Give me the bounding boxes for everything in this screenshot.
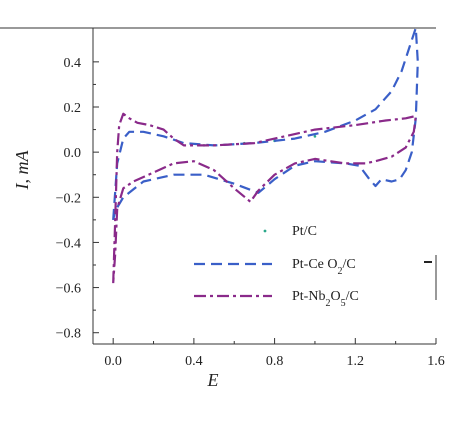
x-tick-label: 1.6 <box>427 354 445 369</box>
y-tick-label: 0.0 <box>64 146 82 161</box>
y-tick-label: −0.8 <box>56 327 81 342</box>
x-tick-label: 0.8 <box>266 354 284 369</box>
x-axis-title: E <box>207 370 219 390</box>
y-axis-title: I, mA <box>12 150 32 191</box>
y-tick-label: −0.6 <box>56 282 81 297</box>
y-tick-label: −0.2 <box>56 191 81 206</box>
series-line-pt-nb2o5-c <box>112 112 417 284</box>
x-tick-label: 0.0 <box>104 354 122 369</box>
axis-ticks-layer <box>0 27 437 345</box>
y-tick-label: −0.4 <box>56 236 81 251</box>
legend: Pt/C Pt-Ce O2/C Pt-Nb2O5/C <box>194 224 432 309</box>
x-tick-label: 1.2 <box>347 354 365 369</box>
y-tick-label: 0.4 <box>64 56 82 71</box>
y-tick-label: 0.2 <box>64 101 82 116</box>
legend-label: Pt-Nb2O5/C <box>292 289 359 309</box>
x-tick-label: 0.4 <box>185 354 203 369</box>
series-point-pt-c <box>313 135 317 138</box>
series-line-pt-ceo2-c <box>112 26 419 221</box>
legend-label: Pt/C <box>292 224 317 239</box>
tick-labels: 0.0 0.4 0.8 1.2 1.6 −0.8 −0.6 −0.4 −0.2 0.0 0.2 0.4 <box>56 56 445 369</box>
legend-label: Pt-Ce O2/C <box>292 257 356 277</box>
series-layer <box>112 26 419 284</box>
legend-swatch <box>263 229 267 233</box>
